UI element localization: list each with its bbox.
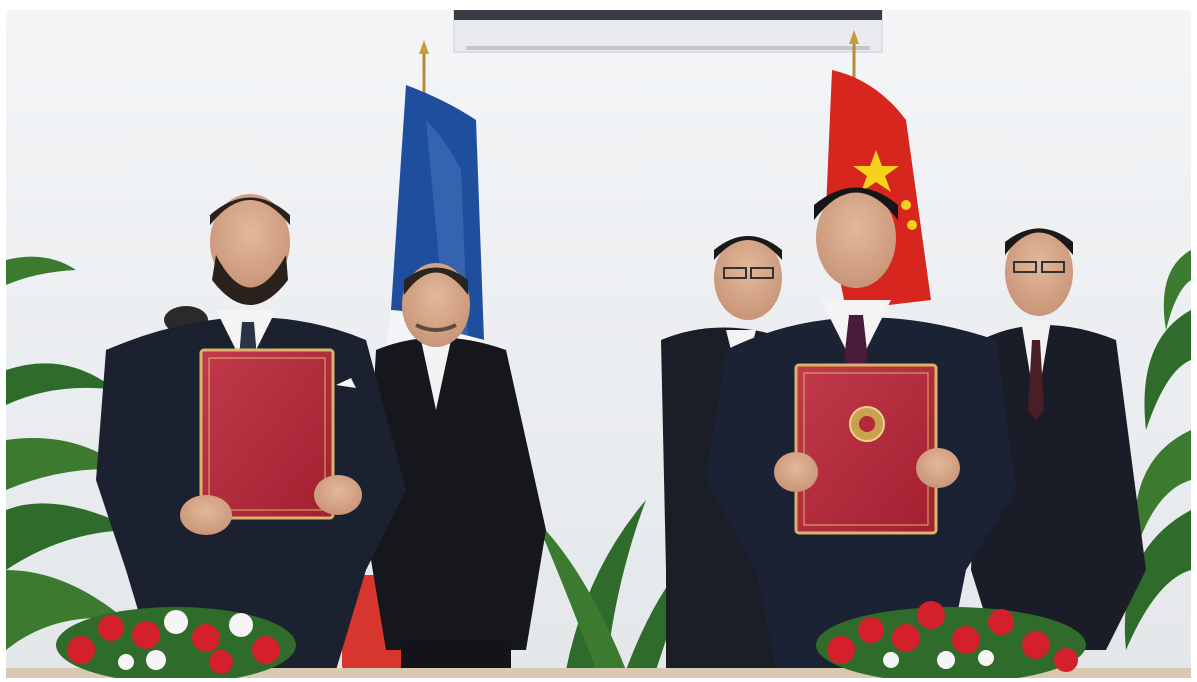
air-conditioner	[453, 10, 883, 53]
signing-ceremony-photo	[6, 10, 1191, 678]
flower-arrangement-left	[56, 607, 296, 678]
flower-arrangement-right	[816, 601, 1086, 678]
plant-right	[1124, 250, 1191, 650]
plant-left	[6, 256, 136, 650]
person-standing-right	[971, 228, 1146, 650]
photo-frame	[6, 10, 1191, 678]
hand-right-2	[916, 448, 960, 488]
hand-left-1	[180, 495, 232, 535]
folder-left	[199, 348, 335, 520]
folder-right	[794, 363, 938, 535]
hand-right-1	[774, 452, 818, 492]
hand-left-2	[314, 475, 362, 515]
signing-table	[6, 668, 1191, 678]
